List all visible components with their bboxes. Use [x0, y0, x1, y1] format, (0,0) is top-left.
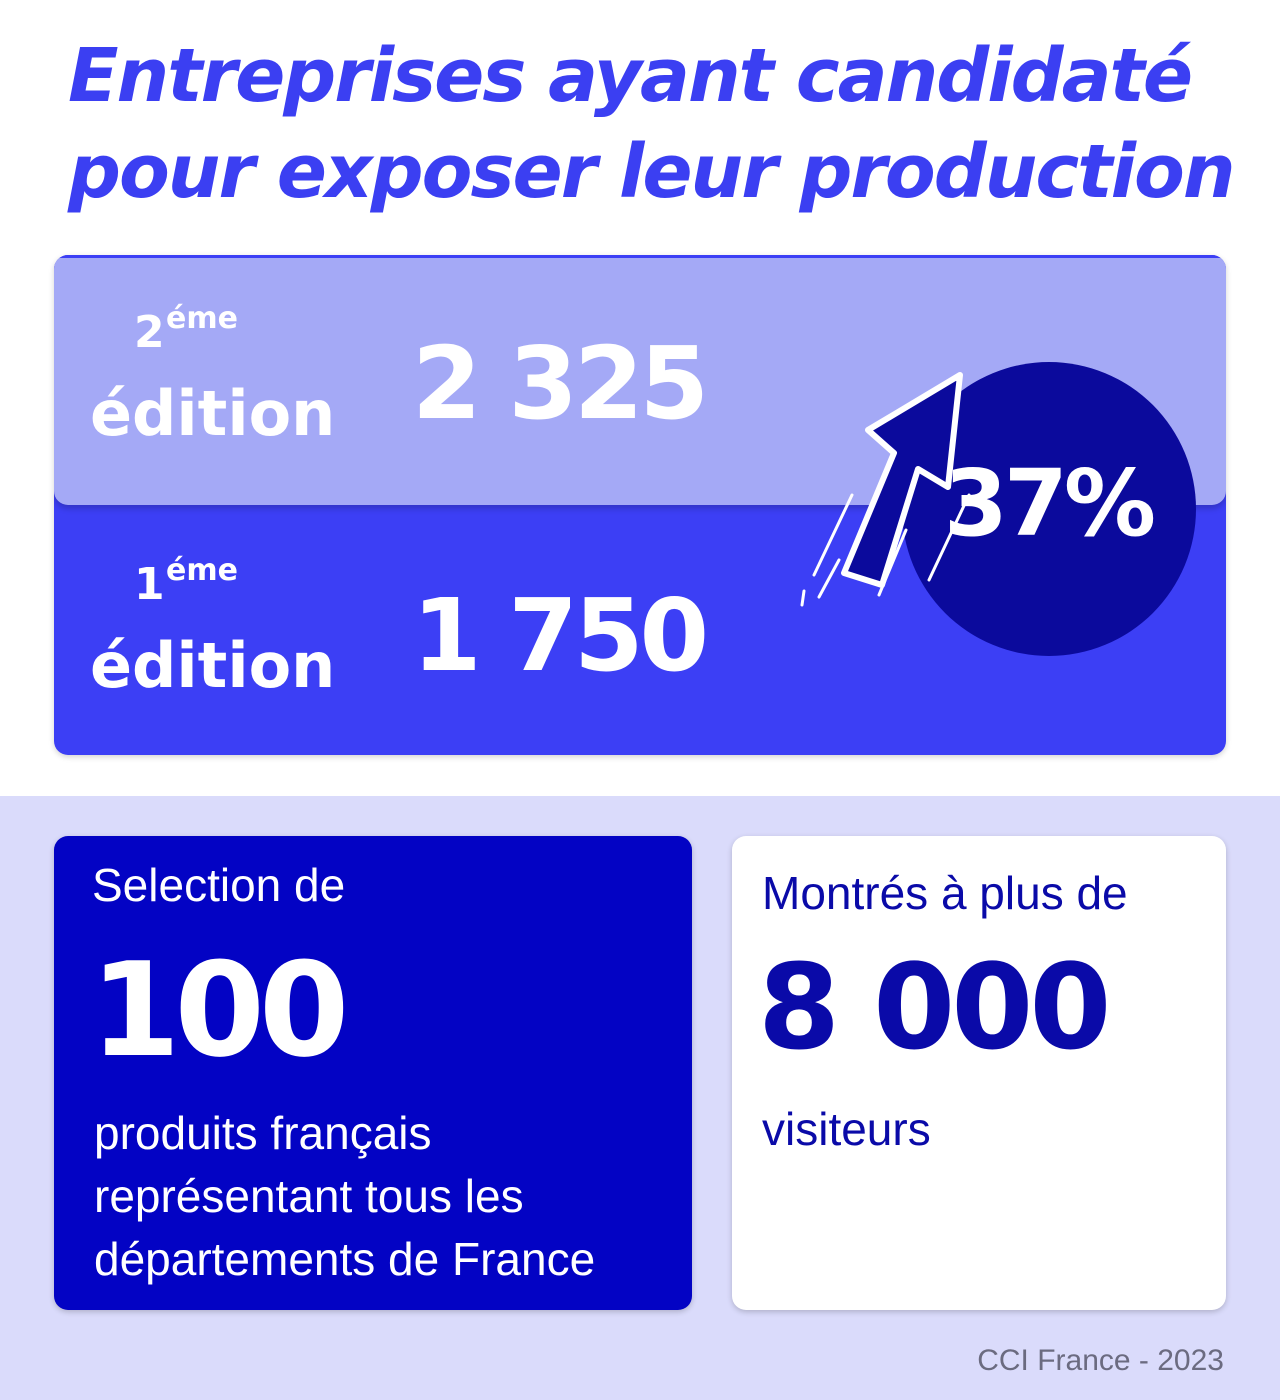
second-edition-value: 2 325 — [412, 325, 709, 442]
title-line-1: Entreprises ayant candidaté — [68, 33, 1193, 119]
first-edition-value: 1 750 — [412, 577, 709, 694]
visitors-number: 8 000 — [758, 938, 1111, 1076]
visitors-intro: Montrés à plus de — [762, 867, 1128, 919]
edition-word: édition — [90, 629, 336, 702]
up-arrow-icon — [800, 372, 971, 607]
visitors-description: visiteurs — [762, 1103, 931, 1155]
source-credit: CCI France - 2023 — [977, 1344, 1224, 1377]
editions-comparison-card: 2 éme édition 2 325 1 éme édition 1 750 … — [54, 255, 1226, 755]
edition-suffix: éme — [166, 553, 238, 588]
edition-number: 1 — [134, 559, 165, 610]
page-title: Entreprises ayant candidaté pour exposer… — [68, 28, 1236, 220]
selection-number: 100 — [90, 934, 349, 1086]
selection-description: produits français représentant tous les … — [94, 1102, 674, 1291]
visitors-card: Montrés à plus de 8 000 visiteurs — [732, 836, 1226, 1310]
description-line: représentant tous les — [94, 1170, 524, 1222]
edition-number: 2 — [134, 307, 165, 358]
selection-card: Selection de 100 produits français repré… — [54, 836, 692, 1310]
growth-percent: 37% — [943, 450, 1156, 557]
selection-intro: Selection de — [92, 859, 346, 911]
title-line-2: pour exposer leur production — [68, 129, 1236, 215]
edition-suffix: éme — [166, 301, 238, 336]
description-line: départements de France — [94, 1233, 596, 1285]
description-line: produits français — [94, 1107, 432, 1159]
edition-word: édition — [90, 377, 336, 450]
